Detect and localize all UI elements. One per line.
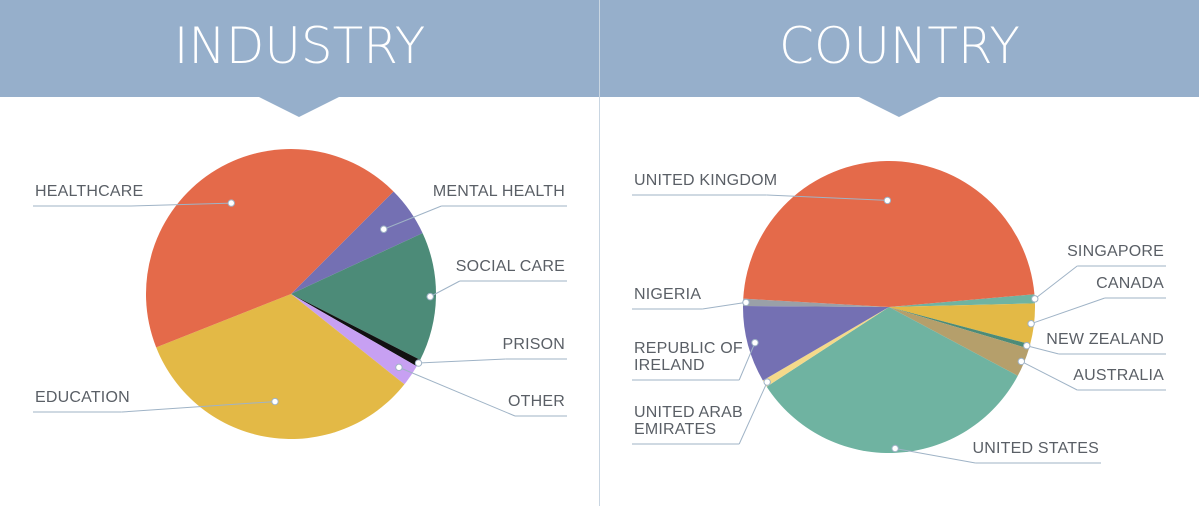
pie-slice-united-kingdom — [743, 161, 1035, 307]
leader-line-social-care — [429, 280, 461, 298]
pie-slices — [145, 148, 437, 440]
leader-line-mental-health — [383, 205, 442, 230]
pie-slice-australia — [889, 307, 1029, 376]
leader-dot-nigeria — [742, 298, 750, 307]
leader-line-canada — [1030, 297, 1105, 325]
slice-label-healthcare: HEALTHCARE — [35, 183, 143, 200]
leader-line-united-kingdom — [766, 194, 888, 201]
pie-slice-nigeria — [743, 298, 889, 307]
country-banner-pointer — [859, 97, 939, 117]
pie-slice-other — [291, 294, 417, 385]
leader-dot-republic-of-ireland — [751, 338, 759, 347]
pie-slice-united-states — [766, 307, 1018, 453]
leader-line-education — [121, 401, 276, 413]
leader-line-prison — [418, 358, 506, 364]
leader-dot-united-arab-emirates — [763, 378, 771, 386]
slice-label-education: EDUCATION — [35, 389, 130, 406]
leader-line-united-arab-emirates — [738, 381, 768, 445]
leader-dot-united-states — [891, 444, 899, 453]
country-panel: COUNTRY SINGAPORE CANADA NEW ZEALAND AUSTRA… — [600, 0, 1199, 506]
slice-label-united-arab-emirates: UNITED ARAB EMIRATES — [634, 404, 743, 438]
leader-line-healthcare — [130, 202, 232, 207]
leader-dot-singapore — [1031, 295, 1039, 303]
industry-title: INDUSTRY — [173, 17, 426, 75]
leader-dot-healthcare — [227, 199, 235, 207]
slice-label-canada: CANADA — [1096, 275, 1164, 292]
slice-label-united-states: UNITED STATES — [973, 440, 1099, 457]
slice-label-mental-health: MENTAL HEALTH — [433, 183, 565, 200]
pie-slice-healthcare — [145, 148, 394, 348]
pie-slice-united-arab-emirates — [762, 307, 889, 387]
panel-divider — [599, 0, 600, 506]
leader-line-australia — [1021, 360, 1078, 391]
slice-label-nigeria: NIGERIA — [634, 286, 701, 303]
leader-dot-education — [271, 397, 279, 406]
leader-line-new-zealand — [1026, 345, 1059, 355]
leader-dot-other — [395, 363, 403, 372]
slice-label-australia: AUSTRALIA — [1073, 367, 1164, 384]
pie-slice-singapore — [889, 294, 1035, 307]
slice-label-other: OTHER — [508, 393, 565, 410]
slice-label-republic-of-ireland: REPUBLIC OF IRELAND — [634, 340, 743, 374]
pie-labels: MENTAL HEALTH SOCIAL CARE PRISON OTHER EDUCA… — [33, 183, 567, 417]
leader-line-singapore — [1034, 265, 1078, 300]
industry-panel: INDUSTRY MENTAL HEALTH SOCIAL CARE PRISON O… — [0, 0, 599, 506]
industry-pie-chart: MENTAL HEALTH SOCIAL CARE PRISON OTHER EDUCA… — [33, 148, 567, 440]
leader-dot-mental-health — [380, 225, 388, 233]
pie-labels: SINGAPORE CANADA NEW ZEALAND AUSTRALIA UNITE… — [632, 172, 1166, 464]
pie-slice-canada — [889, 303, 1036, 345]
pie-slices — [742, 161, 1036, 453]
pie-slice-prison — [291, 294, 421, 367]
slice-label-singapore: SINGAPORE — [1067, 243, 1164, 260]
leader-line-other — [398, 366, 516, 417]
industry-banner: INDUSTRY — [0, 0, 599, 97]
country-pie-chart: SINGAPORE CANADA NEW ZEALAND AUSTRALIA UNITE… — [632, 161, 1166, 464]
leader-dot-united-kingdom — [883, 196, 892, 205]
country-banner: COUNTRY — [600, 0, 1199, 97]
slice-label-social-care: SOCIAL CARE — [456, 258, 565, 275]
leader-dot-prison — [414, 359, 423, 367]
industry-banner-pointer — [259, 97, 339, 117]
leader-dot-new-zealand — [1023, 342, 1031, 350]
pie-slice-mental-health — [291, 191, 423, 294]
slice-label-prison: PRISON — [502, 336, 565, 353]
leader-dot-canada — [1027, 319, 1035, 328]
pie-slice-republic-of-ireland — [742, 305, 889, 381]
leader-line-nigeria — [702, 301, 747, 310]
pie-slice-social-care — [291, 233, 437, 360]
pie-slice-new-zealand — [889, 307, 1031, 349]
leader-dot-australia — [1017, 357, 1026, 366]
pie-slice-education — [156, 294, 405, 440]
slice-label-new-zealand: NEW ZEALAND — [1046, 331, 1164, 348]
leader-line-united-states — [895, 447, 976, 464]
slice-label-united-kingdom: UNITED KINGDOM — [634, 172, 777, 189]
leader-line-republic-of-ireland — [738, 342, 756, 381]
leader-dot-social-care — [426, 292, 434, 301]
country-title: COUNTRY — [779, 17, 1020, 75]
